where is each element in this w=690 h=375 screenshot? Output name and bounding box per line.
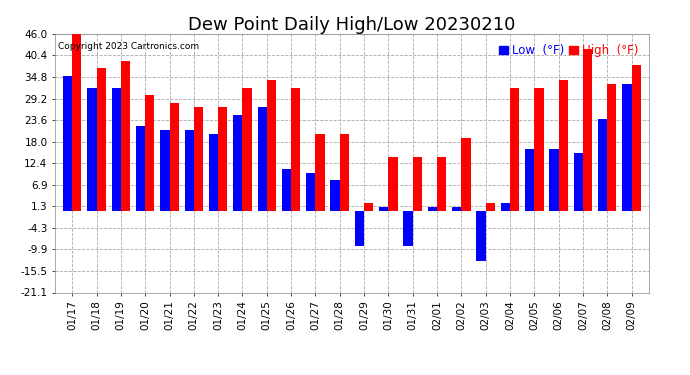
Bar [242,88,252,211]
Bar [267,80,276,211]
Bar [413,157,422,211]
Bar [209,134,218,211]
Bar [170,103,179,211]
Bar [583,49,592,211]
Bar [160,130,170,211]
Title: Dew Point Daily High/Low 20230210: Dew Point Daily High/Low 20230210 [188,16,515,34]
Bar [282,169,291,211]
Bar [194,107,203,211]
Bar [501,203,510,211]
Bar [233,115,242,211]
Bar [388,157,397,211]
Bar [428,207,437,211]
Bar [136,126,145,211]
Bar [534,88,544,211]
Bar [355,211,364,246]
Bar [452,207,462,211]
Bar [549,149,559,211]
Bar [112,88,121,211]
Bar [291,88,300,211]
Bar [486,203,495,211]
Bar [364,203,373,211]
Bar [462,138,471,211]
Bar [306,172,315,211]
Bar [559,80,568,211]
Bar [437,157,446,211]
Bar [573,153,583,211]
Bar [598,118,607,211]
Bar [339,134,349,211]
Bar [379,207,388,211]
Bar [97,69,106,211]
Bar [88,88,97,211]
Bar [631,64,641,211]
Bar [404,211,413,246]
Bar [622,84,631,211]
Bar [63,76,72,211]
Bar [72,34,81,211]
Bar [121,61,130,211]
Bar [607,84,616,211]
Bar [476,211,486,261]
Text: Copyright 2023 Cartronics.com: Copyright 2023 Cartronics.com [58,42,199,51]
Bar [331,180,339,211]
Legend: Low  (°F), High  (°F): Low (°F), High (°F) [494,40,642,62]
Bar [315,134,325,211]
Bar [185,130,194,211]
Bar [218,107,228,211]
Bar [145,96,155,211]
Bar [257,107,267,211]
Bar [510,88,519,211]
Bar [525,149,534,211]
